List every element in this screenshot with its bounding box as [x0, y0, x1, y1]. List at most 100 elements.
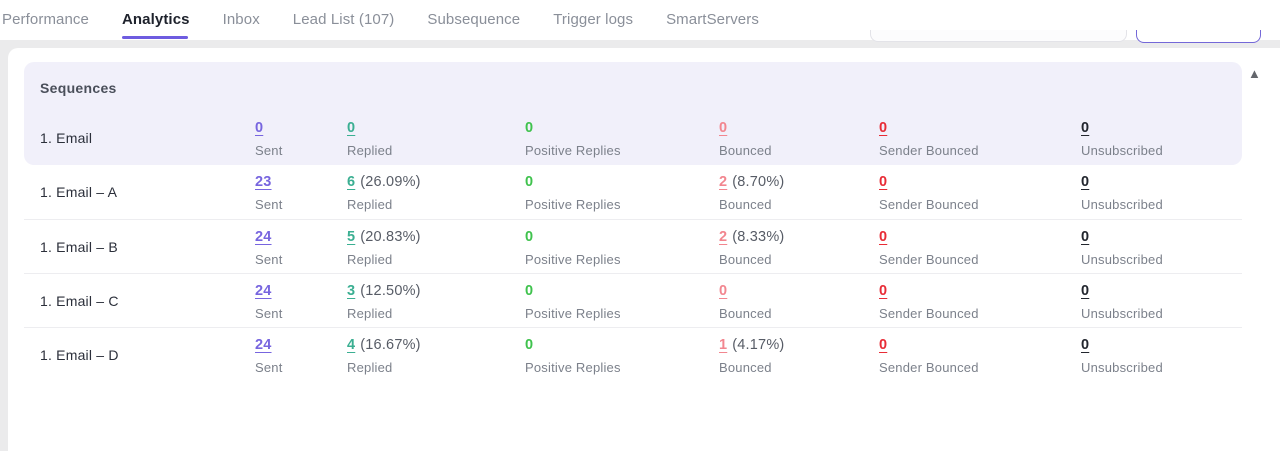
stat-percent: (4.17%) — [732, 337, 785, 353]
stat-value-link[interactable]: 5 — [347, 229, 356, 245]
stat-value-link[interactable]: 2 — [719, 174, 728, 190]
stat-percent: (12.50%) — [360, 283, 421, 299]
stat-value-link[interactable]: 3 — [347, 283, 356, 299]
stat-positive: 0 Positive Replies — [525, 120, 621, 158]
stat-value-link[interactable]: 0 — [1081, 120, 1090, 136]
collapse-triangle-icon[interactable]: ▲ — [1248, 66, 1261, 81]
stat-sender: 0 Sender Bounced — [879, 120, 979, 158]
stat-value-line: 0 — [879, 174, 979, 190]
sequence-name: 1. Email — [40, 130, 93, 146]
stat-positive: 0 Positive Replies — [525, 174, 621, 212]
stat-column-label: Replied — [347, 143, 393, 158]
sequence-name: 1. Email – A — [40, 184, 118, 200]
stat-value-line: 0 — [1081, 229, 1163, 245]
stat-value-link[interactable]: 1 — [719, 337, 728, 353]
stat-value-link[interactable]: 6 — [347, 174, 356, 190]
stat-value-link[interactable]: 0 — [1081, 283, 1090, 299]
stat-column-label: Unsubscribed — [1081, 360, 1163, 375]
stat-percent: (8.33%) — [732, 229, 785, 245]
stat-value-line: 0 — [525, 283, 621, 299]
stat-replied: 5 (20.83%) Replied — [347, 229, 421, 267]
stat-value-link[interactable]: 4 — [347, 337, 356, 353]
search-input[interactable] — [870, 30, 1127, 42]
stat-value-line: 0 — [347, 120, 393, 136]
stat-unsub: 0 Unsubscribed — [1081, 283, 1163, 321]
stat-value-line: 0 — [879, 229, 979, 245]
stat-column-label: Sent — [255, 360, 283, 375]
stat-column-label: Bounced — [719, 306, 772, 321]
stat-unsub: 0 Unsubscribed — [1081, 337, 1163, 375]
stat-value: 0 — [525, 337, 534, 353]
stat-value-line: 0 — [719, 283, 772, 299]
stat-value-link[interactable]: 0 — [879, 283, 888, 299]
tab-subsequence[interactable]: Subsequence — [427, 11, 521, 28]
stat-value-link[interactable]: 0 — [1081, 337, 1090, 353]
stat-sender: 0 Sender Bounced — [879, 337, 979, 375]
stat-value-line: 0 — [1081, 120, 1163, 136]
stat-sender: 0 Sender Bounced — [879, 229, 979, 267]
stat-value-link[interactable]: 0 — [1081, 229, 1090, 245]
stat-value-line: 0 — [525, 337, 621, 353]
stat-column-label: Sender Bounced — [879, 306, 979, 321]
stat-sent: 24 Sent — [255, 283, 283, 321]
stat-value-link[interactable]: 23 — [255, 174, 272, 190]
stat-replied: 4 (16.67%) Replied — [347, 337, 421, 375]
stat-column-label: Bounced — [719, 252, 772, 267]
toolbar-action-button[interactable] — [1136, 30, 1261, 43]
stat-column-label: Unsubscribed — [1081, 143, 1163, 158]
stat-value-link[interactable]: 0 — [1081, 174, 1090, 190]
stat-sent: 0 Sent — [255, 120, 283, 158]
stat-value-link[interactable]: 24 — [255, 229, 272, 245]
stat-value-link[interactable]: 0 — [347, 120, 356, 136]
stat-value-line: 0 — [879, 283, 979, 299]
stat-column-label: Sender Bounced — [879, 252, 979, 267]
stat-unsub: 0 Unsubscribed — [1081, 174, 1163, 212]
stat-value-line: 23 — [255, 174, 283, 190]
stat-value-link[interactable]: 0 — [879, 337, 888, 353]
stat-value-line: 0 — [1081, 174, 1163, 190]
stat-value: 0 — [525, 120, 534, 136]
stat-value-link[interactable]: 0 — [719, 283, 728, 299]
stat-value-link[interactable]: 0 — [879, 229, 888, 245]
stat-value-line: 2 (8.33%) — [719, 229, 784, 245]
stat-value-link[interactable]: 0 — [719, 120, 728, 136]
sequence-name: 1. Email – D — [40, 346, 119, 363]
sequence-name: 1. Email – B — [40, 238, 118, 255]
stat-value-line: 2 (8.70%) — [719, 174, 784, 190]
stat-unsub: 0 Unsubscribed — [1081, 120, 1163, 158]
stat-column-label: Sent — [255, 143, 283, 158]
stat-sent: 24 Sent — [255, 337, 283, 375]
stat-column-label: Sent — [255, 197, 283, 212]
stat-value-link[interactable]: 0 — [879, 174, 888, 190]
stat-percent: (16.67%) — [360, 337, 421, 353]
analytics-card: ▲ Sequences 1. Email 0 Sent 0 Replied 0 Positi… — [8, 48, 1280, 451]
panel-title: Sequences — [40, 80, 117, 96]
tab-smartservers[interactable]: SmartServers — [666, 11, 759, 28]
stat-value-link[interactable]: 24 — [255, 283, 272, 299]
tab-trigger-logs[interactable]: Trigger logs — [553, 11, 634, 28]
stat-value-line: 0 — [719, 120, 772, 136]
stat-column-label: Bounced — [719, 360, 772, 375]
stat-column-label: Unsubscribed — [1081, 306, 1163, 321]
stat-value-link[interactable]: 2 — [719, 229, 728, 245]
stat-value-link[interactable]: 24 — [255, 337, 272, 353]
stat-value-link[interactable]: 0 — [879, 120, 888, 136]
tab-inbox[interactable]: Inbox — [222, 11, 260, 28]
stat-percent: (8.70%) — [732, 174, 785, 190]
stat-value-line: 6 (26.09%) — [347, 174, 421, 190]
sequences-table: Sequences 1. Email 0 Sent 0 Replied 0 Positive… — [24, 62, 1242, 381]
stat-bounced: 0 Bounced — [719, 120, 772, 158]
tab-analytics[interactable]: Analytics — [121, 0, 190, 40]
table-row: 1. Email – A 23 Sent 6 (26.09%) Replied 0 Posit… — [24, 165, 1242, 219]
stat-column-label: Bounced — [719, 143, 772, 158]
stat-column-label: Unsubscribed — [1081, 197, 1163, 212]
stat-column-label: Replied — [347, 360, 393, 375]
stat-value-link[interactable]: 0 — [255, 120, 264, 136]
stat-value-line: 0 — [525, 120, 621, 136]
stat-column-label: Sent — [255, 306, 283, 321]
stat-value-line: 0 — [525, 229, 621, 245]
tab-lead-list-107[interactable]: Lead List (107) — [292, 11, 395, 28]
tab-performance[interactable]: Performance — [2, 11, 89, 28]
stat-bounced: 0 Bounced — [719, 283, 772, 321]
sequence-name: 1. Email – C — [40, 292, 119, 309]
